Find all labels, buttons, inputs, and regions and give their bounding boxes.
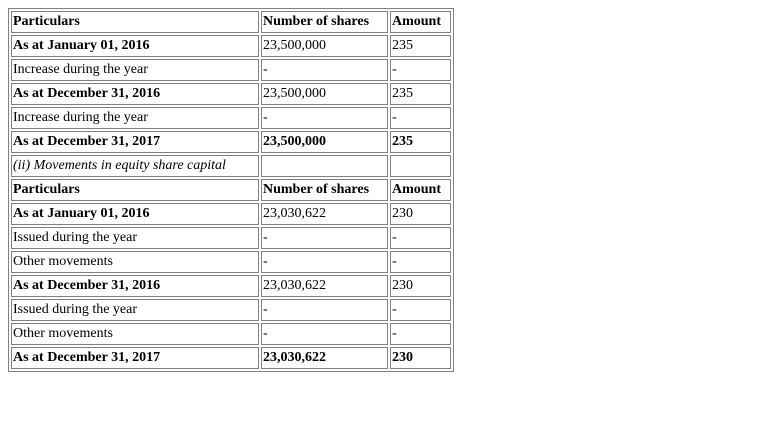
table-row: As at December 31, 2016 23,500,000 235 <box>11 83 451 105</box>
table-row: Increase during the year - - <box>11 107 451 129</box>
table-row: (ii) Movements in equity share capital <box>11 155 451 177</box>
number-of-shares-cell: 23,500,000 <box>261 35 388 57</box>
number-of-shares-cell: - <box>261 251 388 273</box>
particulars-cell: Issued during the year <box>11 299 259 321</box>
table-row: As at December 31, 2016 23,030,622 230 <box>11 275 451 297</box>
particulars-cell: Issued during the year <box>11 227 259 249</box>
amount-cell: Amount <box>390 179 451 201</box>
number-of-shares-cell: Number of shares <box>261 11 388 33</box>
table-row: Particulars Number of shares Amount <box>11 11 451 33</box>
amount-cell <box>390 155 451 177</box>
table-row: Particulars Number of shares Amount <box>11 179 451 201</box>
table-row: As at January 01, 2016 23,500,000 235 <box>11 35 451 57</box>
number-of-shares-cell: 23,030,622 <box>261 347 388 369</box>
number-of-shares-cell: - <box>261 299 388 321</box>
number-of-shares-cell: 23,500,000 <box>261 83 388 105</box>
document-body: Particulars Number of shares Amount As at J… <box>8 8 454 372</box>
amount-cell: - <box>390 323 451 345</box>
amount-cell: - <box>390 299 451 321</box>
amount-cell: - <box>390 227 451 249</box>
table-row: Increase during the year - - <box>11 59 451 81</box>
amount-cell: - <box>390 59 451 81</box>
table-row: As at January 01, 2016 23,030,622 230 <box>11 203 451 225</box>
amount-cell: - <box>390 251 451 273</box>
amount-cell: Amount <box>390 11 451 33</box>
share-capital-table-body: Particulars Number of shares Amount As at J… <box>11 11 451 369</box>
particulars-cell: Increase during the year <box>11 59 259 81</box>
table-row: Issued during the year - - <box>11 227 451 249</box>
number-of-shares-cell: - <box>261 227 388 249</box>
particulars-cell: As at December 31, 2017 <box>11 131 259 153</box>
amount-cell: 230 <box>390 347 451 369</box>
amount-cell: 235 <box>390 83 451 105</box>
amount-cell: 235 <box>390 35 451 57</box>
share-capital-table: Particulars Number of shares Amount As at J… <box>8 8 454 372</box>
particulars-cell: (ii) Movements in equity share capital <box>11 155 259 177</box>
amount-cell: 230 <box>390 203 451 225</box>
number-of-shares-cell: 23,030,622 <box>261 203 388 225</box>
amount-cell: 235 <box>390 131 451 153</box>
particulars-cell: Other movements <box>11 251 259 273</box>
table-row: As at December 31, 2017 23,500,000 235 <box>11 131 451 153</box>
particulars-cell: As at December 31, 2016 <box>11 275 259 297</box>
particulars-cell: As at January 01, 2016 <box>11 203 259 225</box>
table-row: As at December 31, 2017 23,030,622 230 <box>11 347 451 369</box>
particulars-cell: Particulars <box>11 179 259 201</box>
number-of-shares-cell: - <box>261 59 388 81</box>
number-of-shares-cell: - <box>261 323 388 345</box>
table-row: Issued during the year - - <box>11 299 451 321</box>
table-row: Other movements - - <box>11 251 451 273</box>
particulars-cell: As at December 31, 2016 <box>11 83 259 105</box>
particulars-cell: Increase during the year <box>11 107 259 129</box>
number-of-shares-cell <box>261 155 388 177</box>
table-row: Other movements - - <box>11 323 451 345</box>
particulars-cell: As at January 01, 2016 <box>11 35 259 57</box>
particulars-cell: Other movements <box>11 323 259 345</box>
particulars-cell: Particulars <box>11 11 259 33</box>
number-of-shares-cell: 23,030,622 <box>261 275 388 297</box>
number-of-shares-cell: Number of shares <box>261 179 388 201</box>
amount-cell: - <box>390 107 451 129</box>
amount-cell: 230 <box>390 275 451 297</box>
particulars-cell: As at December 31, 2017 <box>11 347 259 369</box>
number-of-shares-cell: - <box>261 107 388 129</box>
number-of-shares-cell: 23,500,000 <box>261 131 388 153</box>
